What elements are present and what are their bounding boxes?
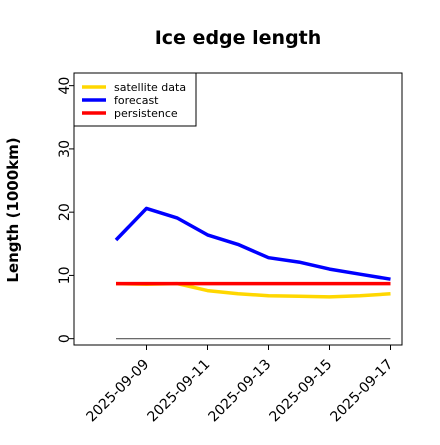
y-tick-label: 0 xyxy=(57,334,73,343)
legend-label-satellite-data: satellite data xyxy=(114,81,186,94)
y-tick-label: 40 xyxy=(57,77,73,95)
x-tick-label: 2025-09-15 xyxy=(266,357,335,426)
y-tick-label: 30 xyxy=(57,140,73,158)
series-line-forecast xyxy=(114,206,391,281)
x-tick-label: 2025-09-13 xyxy=(205,357,274,426)
series-line-satellite-data xyxy=(115,281,391,299)
legend-label-forecast: forecast xyxy=(114,94,159,107)
x-tick-label: 2025-09-17 xyxy=(327,357,396,426)
x-tick-label: 2025-09-09 xyxy=(83,357,152,426)
y-axis-label: Length (1000km) xyxy=(4,137,22,282)
y-tick-label: 20 xyxy=(57,203,73,221)
chart-title: Ice edge length xyxy=(155,27,322,49)
plot-frame xyxy=(73,72,403,346)
x-tick-label: 2025-09-11 xyxy=(144,357,213,426)
y-tick-label: 10 xyxy=(57,267,73,285)
legend-label-persistence: persistence xyxy=(114,107,178,120)
